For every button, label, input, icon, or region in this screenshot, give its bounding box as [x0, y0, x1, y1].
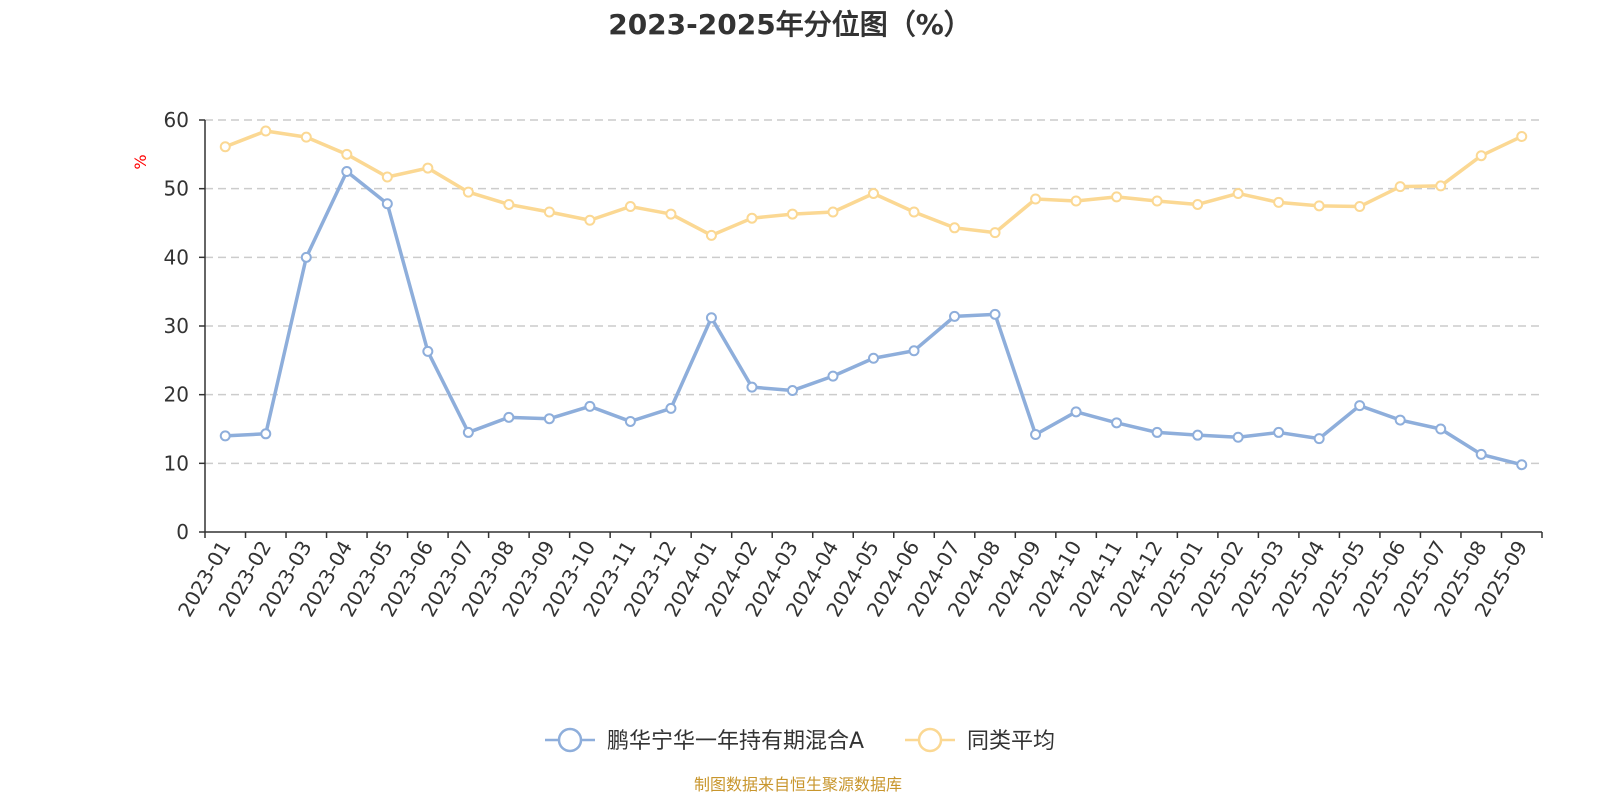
- data-point[interactable]: [1070, 406, 1082, 418]
- data-point[interactable]: [1435, 423, 1447, 435]
- source-note: 制图数据来自恒生聚源数据库: [694, 775, 902, 794]
- y-tick-label: 40: [164, 245, 189, 269]
- legend-marker: [557, 727, 583, 753]
- y-tick-label: 10: [164, 451, 189, 475]
- data-point[interactable]: [1313, 433, 1325, 445]
- data-point[interactable]: [422, 162, 434, 174]
- data-point[interactable]: [462, 426, 474, 438]
- data-point[interactable]: [1192, 198, 1204, 210]
- data-point[interactable]: [219, 141, 231, 153]
- series-line: [225, 169, 1523, 467]
- data-point[interactable]: [624, 201, 636, 213]
- data-point[interactable]: [949, 222, 961, 234]
- data-point[interactable]: [1192, 429, 1204, 441]
- data-point[interactable]: [1394, 181, 1406, 193]
- data-point[interactable]: [949, 310, 961, 322]
- legend-item[interactable]: 鹏华宁华一年持有期混合A: [545, 727, 864, 754]
- data-point[interactable]: [381, 171, 393, 183]
- data-point[interactable]: [868, 352, 879, 364]
- data-point[interactable]: [462, 186, 474, 198]
- y-tick-label: 30: [164, 314, 189, 338]
- data-point[interactable]: [260, 428, 272, 440]
- chart-title: 2023-2025年分位图（%）: [608, 8, 972, 41]
- y-tick-label: 0: [176, 520, 189, 544]
- series-line: [224, 129, 1523, 238]
- y-tick-label: 20: [164, 383, 189, 407]
- legend-label: 鹏华宁华一年持有期混合A: [607, 729, 864, 754]
- data-point[interactable]: [260, 125, 272, 137]
- data-point[interactable]: [705, 229, 717, 241]
- data-point[interactable]: [1354, 201, 1366, 213]
- data-point[interactable]: [1475, 150, 1487, 162]
- data-point[interactable]: [341, 148, 353, 160]
- data-point[interactable]: [1151, 195, 1163, 207]
- data-point[interactable]: [1354, 400, 1366, 412]
- data-point[interactable]: [908, 345, 920, 357]
- data-point[interactable]: [786, 208, 798, 220]
- series-1: [219, 166, 1528, 471]
- data-point[interactable]: [503, 411, 515, 423]
- data-point[interactable]: [1111, 417, 1123, 429]
- data-point[interactable]: [1394, 414, 1406, 426]
- data-point[interactable]: [786, 385, 798, 397]
- data-point[interactable]: [584, 214, 596, 226]
- data-point[interactable]: [989, 227, 1001, 239]
- data-point[interactable]: [1030, 193, 1042, 205]
- data-point[interactable]: [584, 400, 596, 412]
- data-point[interactable]: [1070, 195, 1082, 207]
- data-point[interactable]: [989, 308, 1001, 320]
- data-point[interactable]: [381, 198, 393, 210]
- x-ticks: 2023-012023-022023-032023-042023-052023-…: [173, 532, 1543, 621]
- data-point[interactable]: [1516, 459, 1528, 471]
- data-point[interactable]: [624, 415, 636, 427]
- data-point[interactable]: [908, 206, 920, 218]
- data-point[interactable]: [1273, 426, 1285, 438]
- legend[interactable]: 鹏华宁华一年持有期混合A 同类平均: [545, 727, 1055, 754]
- data-point[interactable]: [665, 208, 677, 220]
- series-2: [219, 125, 1528, 241]
- data-point[interactable]: [665, 402, 677, 414]
- data-point[interactable]: [503, 198, 515, 210]
- data-point[interactable]: [543, 413, 555, 425]
- data-point[interactable]: [219, 430, 231, 442]
- series-group: [219, 125, 1528, 471]
- data-point[interactable]: [746, 381, 758, 393]
- data-point[interactable]: [1232, 187, 1244, 199]
- legend-label: 同类平均: [967, 729, 1055, 754]
- data-point[interactable]: [422, 345, 434, 357]
- data-point[interactable]: [1151, 426, 1163, 438]
- y-tick-label: 50: [164, 177, 189, 201]
- data-point[interactable]: [827, 206, 839, 218]
- data-point[interactable]: [1273, 196, 1285, 208]
- legend-marker: [917, 727, 943, 753]
- data-point[interactable]: [1111, 191, 1123, 203]
- data-point[interactable]: [300, 131, 312, 143]
- data-point[interactable]: [300, 251, 312, 263]
- data-point[interactable]: [543, 206, 555, 218]
- data-point[interactable]: [705, 312, 717, 324]
- data-point[interactable]: [1516, 130, 1528, 142]
- data-point[interactable]: [1313, 200, 1325, 212]
- y-tick-label: 60: [164, 108, 189, 132]
- data-point[interactable]: [827, 370, 839, 382]
- data-point[interactable]: [341, 166, 353, 177]
- legend-item[interactable]: 同类平均: [905, 727, 1055, 754]
- data-point[interactable]: [1435, 180, 1447, 192]
- data-point[interactable]: [1232, 431, 1244, 443]
- data-point[interactable]: [746, 212, 758, 224]
- y-ticks: 0 10 20 30 40 50 60: [164, 108, 205, 544]
- data-point[interactable]: [1030, 428, 1042, 440]
- y-axis-label: %: [131, 154, 150, 169]
- data-point[interactable]: [868, 187, 879, 199]
- data-point[interactable]: [1475, 448, 1487, 460]
